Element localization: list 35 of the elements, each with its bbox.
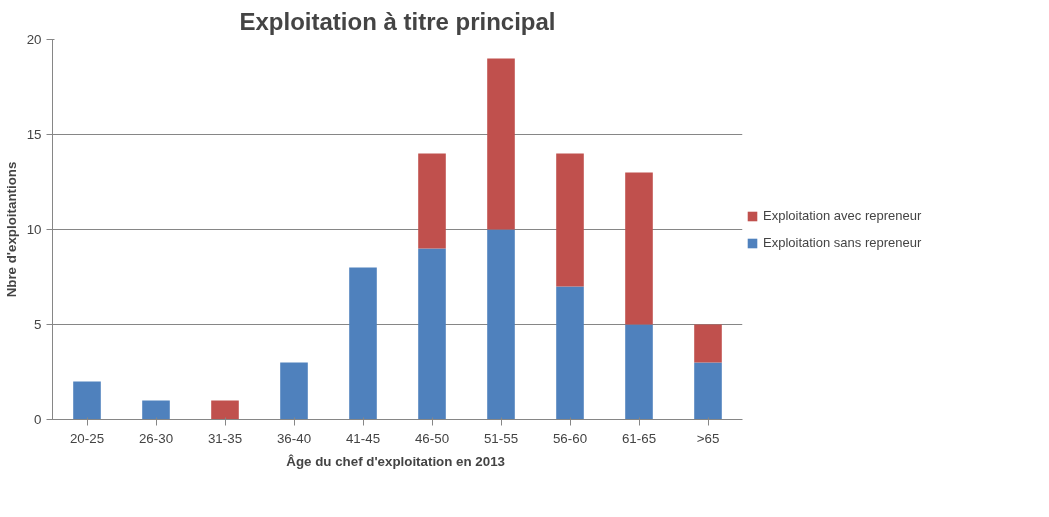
x-tick-label: 31-35 (207, 430, 243, 446)
bar (694, 324, 722, 363)
bar (556, 153, 584, 287)
y-tick-label: 0 (34, 412, 42, 427)
x-axis-title: Âge du chef d'exploitation en 2013 (286, 453, 505, 469)
bar (694, 362, 722, 420)
x-tick-label: 36-40 (276, 430, 312, 446)
x-tick-label: 41-45 (345, 430, 381, 446)
y-tick-label: 15 (26, 127, 42, 142)
x-tick-label: >65 (696, 430, 720, 446)
y-axis-title: Nbre d'exploitantions (3, 161, 19, 298)
legend-label: Exploitation sans repreneur (763, 235, 922, 250)
bar (418, 153, 446, 249)
x-tick-label: 56-60 (552, 430, 588, 446)
bar (142, 400, 170, 420)
bar (73, 381, 101, 420)
bar (625, 324, 653, 420)
bar (487, 229, 515, 420)
bar (211, 400, 239, 420)
bar (418, 248, 446, 420)
y-tick-label: 20 (26, 32, 42, 47)
bar (280, 362, 308, 420)
y-tick-label: 10 (26, 222, 42, 237)
x-tick-label: 20-25 (69, 430, 105, 446)
x-tick-label: 46-50 (414, 430, 450, 446)
chart-title: Exploitation à titre principal (239, 7, 556, 35)
bar (487, 58, 515, 230)
x-tick-label: 51-55 (483, 430, 519, 446)
bar (556, 286, 584, 420)
bar (349, 267, 377, 420)
y-tick-label: 5 (34, 317, 42, 332)
legend-label: Exploitation avec repreneur (763, 208, 922, 223)
x-tick-label: 61-65 (621, 430, 657, 446)
bar (625, 172, 653, 325)
x-tick-label: 26-30 (138, 430, 174, 446)
